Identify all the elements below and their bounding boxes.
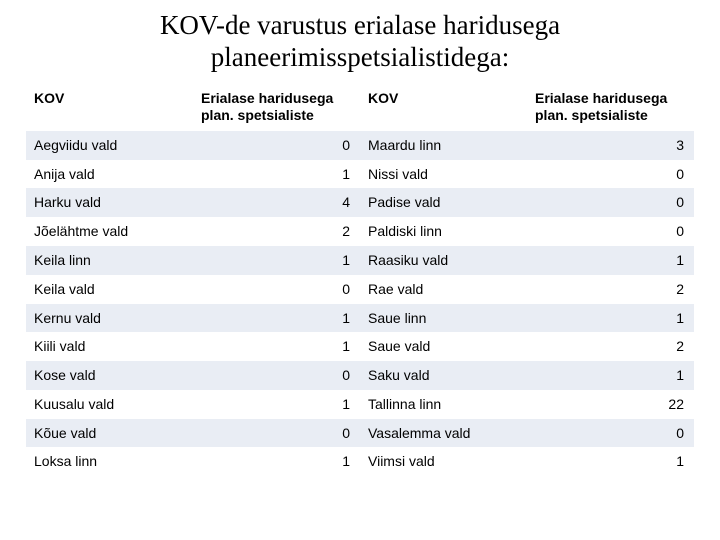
table-row: Jõelähtme vald2Paldiski linn0 bbox=[26, 217, 694, 246]
specialist-count-cell: 1 bbox=[527, 361, 694, 390]
kov-name-cell: Saue linn bbox=[360, 304, 527, 333]
kov-name-cell: Maardu linn bbox=[360, 131, 527, 160]
specialist-count-cell: 1 bbox=[193, 390, 360, 419]
specialist-count-cell: 0 bbox=[527, 419, 694, 448]
table-row: Kuusalu vald1Tallinna linn22 bbox=[26, 390, 694, 419]
kov-name-cell: Padise vald bbox=[360, 188, 527, 217]
col-header: KOV bbox=[26, 84, 193, 131]
col-header: Erialase haridusega plan. spetsialiste bbox=[193, 84, 360, 131]
kov-name-cell: Kose vald bbox=[26, 361, 193, 390]
kov-name-cell: Loksa linn bbox=[26, 447, 193, 476]
specialist-count-cell: 4 bbox=[193, 188, 360, 217]
slide: KOV-de varustus erialase haridusega plan… bbox=[0, 0, 720, 540]
specialist-count-cell: 0 bbox=[193, 275, 360, 304]
kov-name-cell: Kernu vald bbox=[26, 304, 193, 333]
table-row: Kose vald0Saku vald1 bbox=[26, 361, 694, 390]
specialist-count-cell: 1 bbox=[193, 246, 360, 275]
kov-name-cell: Saku vald bbox=[360, 361, 527, 390]
kov-name-cell: Vasalemma vald bbox=[360, 419, 527, 448]
kov-name-cell: Viimsi vald bbox=[360, 447, 527, 476]
table-row: Kernu vald1Saue linn1 bbox=[26, 304, 694, 333]
kov-name-cell: Kuusalu vald bbox=[26, 390, 193, 419]
specialist-count-cell: 3 bbox=[527, 131, 694, 160]
specialist-count-cell: 1 bbox=[193, 332, 360, 361]
data-table: KOV Erialase haridusega plan. spetsialis… bbox=[26, 84, 694, 477]
kov-name-cell: Kõue vald bbox=[26, 419, 193, 448]
specialist-count-cell: 2 bbox=[527, 332, 694, 361]
specialist-count-cell: 0 bbox=[193, 419, 360, 448]
specialist-count-cell: 1 bbox=[193, 447, 360, 476]
specialist-count-cell: 0 bbox=[527, 188, 694, 217]
table-row: Keila linn1Raasiku vald1 bbox=[26, 246, 694, 275]
col-header: Erialase haridusega plan. spetsialiste bbox=[527, 84, 694, 131]
specialist-count-cell: 0 bbox=[193, 361, 360, 390]
specialist-count-cell: 1 bbox=[193, 304, 360, 333]
table-header: KOV Erialase haridusega plan. spetsialis… bbox=[26, 84, 694, 131]
table-row: Aegviidu vald0Maardu linn3 bbox=[26, 131, 694, 160]
specialist-count-cell: 0 bbox=[527, 217, 694, 246]
col-header: KOV bbox=[360, 84, 527, 131]
page-title: KOV-de varustus erialase haridusega plan… bbox=[26, 10, 694, 74]
kov-name-cell: Paldiski linn bbox=[360, 217, 527, 246]
kov-name-cell: Raasiku vald bbox=[360, 246, 527, 275]
table-row: Anija vald1Nissi vald0 bbox=[26, 160, 694, 189]
kov-name-cell: Rae vald bbox=[360, 275, 527, 304]
specialist-count-cell: 1 bbox=[527, 246, 694, 275]
table-row: Kõue vald0Vasalemma vald0 bbox=[26, 419, 694, 448]
table-row: Loksa linn1Viimsi vald1 bbox=[26, 447, 694, 476]
specialist-count-cell: 0 bbox=[527, 160, 694, 189]
kov-name-cell: Harku vald bbox=[26, 188, 193, 217]
specialist-count-cell: 0 bbox=[193, 131, 360, 160]
table-row: Harku vald4Padise vald0 bbox=[26, 188, 694, 217]
kov-name-cell: Nissi vald bbox=[360, 160, 527, 189]
kov-name-cell: Jõelähtme vald bbox=[26, 217, 193, 246]
kov-name-cell: Keila vald bbox=[26, 275, 193, 304]
specialist-count-cell: 1 bbox=[527, 447, 694, 476]
kov-name-cell: Aegviidu vald bbox=[26, 131, 193, 160]
kov-name-cell: Anija vald bbox=[26, 160, 193, 189]
specialist-count-cell: 22 bbox=[527, 390, 694, 419]
table-row: Keila vald0Rae vald2 bbox=[26, 275, 694, 304]
specialist-count-cell: 1 bbox=[527, 304, 694, 333]
table-row: Kiili vald1Saue vald2 bbox=[26, 332, 694, 361]
kov-name-cell: Tallinna linn bbox=[360, 390, 527, 419]
kov-name-cell: Kiili vald bbox=[26, 332, 193, 361]
specialist-count-cell: 1 bbox=[193, 160, 360, 189]
kov-name-cell: Keila linn bbox=[26, 246, 193, 275]
table-body: Aegviidu vald0Maardu linn3Anija vald1Nis… bbox=[26, 131, 694, 477]
specialist-count-cell: 2 bbox=[193, 217, 360, 246]
kov-name-cell: Saue vald bbox=[360, 332, 527, 361]
specialist-count-cell: 2 bbox=[527, 275, 694, 304]
